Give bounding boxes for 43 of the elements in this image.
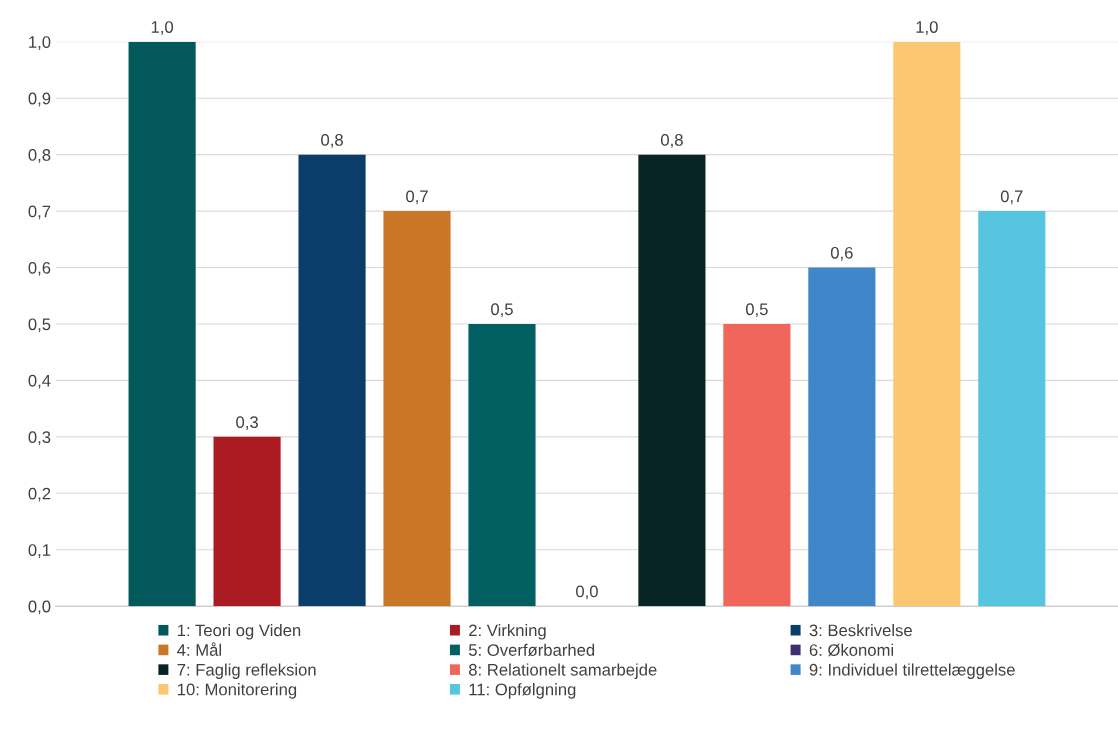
legend-label: 6: Økonomi	[809, 643, 894, 657]
y-tick-label: 0,7	[28, 205, 51, 220]
y-tick-label: 0,5	[28, 318, 51, 333]
data-label: 1,0	[916, 21, 938, 35]
legend-label: 9: Individuel tilrettelæggelse	[809, 663, 1015, 679]
bar	[383, 211, 451, 607]
bar	[723, 323, 791, 607]
bar	[638, 154, 706, 607]
y-tick-label: 0,1	[28, 544, 51, 558]
data-label: 0,7	[1000, 190, 1023, 205]
legend-label: 7: Faglig refleksion	[177, 663, 316, 679]
bar	[808, 267, 876, 607]
legend-label: 8: Relationelt samarbejde	[468, 663, 657, 679]
data-label: 0,6	[830, 246, 853, 261]
y-tick-label: 0,8	[28, 149, 51, 163]
data-label: 0,8	[321, 134, 343, 148]
data-label: 0,8	[660, 134, 683, 148]
bar	[298, 154, 366, 607]
data-label: 0,3	[236, 416, 258, 430]
legend-label: 5: Overførbarhed	[468, 643, 595, 657]
legend-label: 4: Mål	[177, 642, 221, 656]
y-tick-label: 0,0	[28, 600, 51, 615]
bar	[213, 436, 281, 607]
data-label: 0,0	[576, 585, 598, 600]
bar	[978, 211, 1046, 607]
bar	[468, 323, 536, 607]
legend-label: 1: Teori og Viden	[178, 624, 301, 640]
y-tick-label: 0,3	[28, 431, 51, 446]
data-label: 0,5	[745, 303, 768, 318]
data-label: 0,5	[491, 303, 513, 318]
data-label: 0,7	[406, 190, 428, 205]
y-tick-label: 0,4	[28, 374, 51, 389]
legend-label: 11: Opfølgning	[469, 683, 576, 699]
legend-label: 3: Beskrivelse	[809, 624, 912, 637]
y-tick-label: 0,9	[28, 92, 51, 107]
bar	[893, 41, 961, 607]
bar	[128, 41, 196, 607]
y-tick-label: 0,6	[28, 261, 51, 276]
data-label: 1,0	[151, 21, 174, 35]
legend-label: 2: Virkning	[469, 624, 546, 640]
y-tick-label: 1,0	[29, 36, 51, 50]
y-tick-label: 0,2	[28, 487, 51, 502]
legend-label: 10: Monitorering	[178, 683, 297, 699]
